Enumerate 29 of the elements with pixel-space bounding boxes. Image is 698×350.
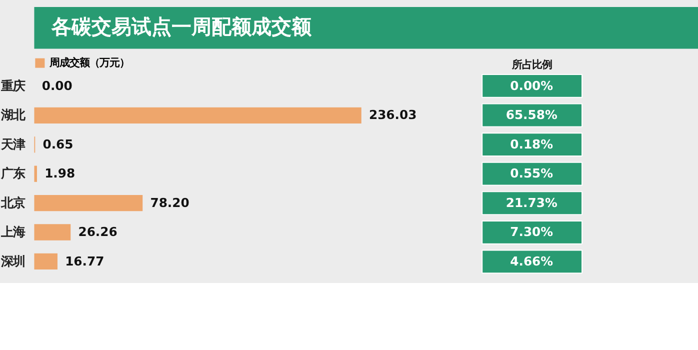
data-label: 0.65 [42,137,74,152]
chart-title: 各碳交易试点一周配额成交额 [50,14,312,39]
text: 7.30% [510,225,554,240]
y-tick-label: 广东 [0,166,26,181]
data-label: 236.03 [368,108,417,122]
bar [34,224,71,240]
text: 4.66% [510,254,554,269]
text: 所占比例 [511,58,552,71]
text: 0.55% [510,166,554,181]
text: 65.58% [506,108,558,122]
y-tick-label: 上海 [0,225,26,240]
y-tick-label: 北京 [0,196,26,210]
bar [34,107,362,124]
legend-label: 周成交额（万元） [48,56,130,69]
y-tick-label: 重庆 [0,79,26,94]
bar [34,253,58,270]
y-tick-label: 深圳 [0,254,26,268]
y-tick-label: 天津 [0,137,26,152]
text: 21.73% [506,196,558,210]
y-tick-label: 湖北 [0,108,26,122]
data-label: 78.20 [150,196,190,210]
data-label: 0.00 [42,79,73,94]
text: 0.00% [510,78,554,93]
bar [34,166,37,182]
data-label: 1.98 [44,166,76,181]
text: 0.18% [510,137,554,152]
data-label: 26.26 [78,225,118,240]
bar [34,194,143,212]
data-label: 16.77 [65,254,104,268]
